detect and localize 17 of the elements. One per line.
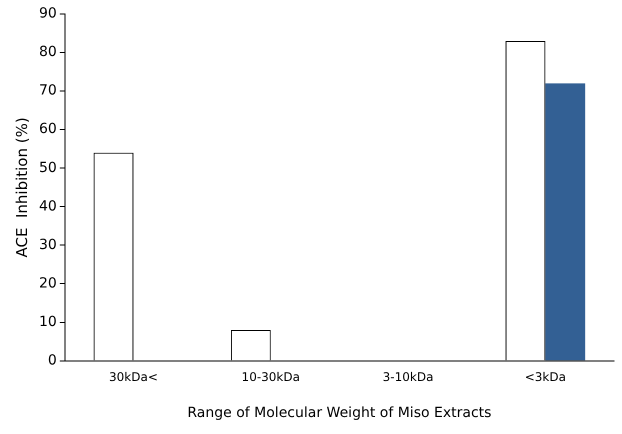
y-tick-label: 50 bbox=[38, 160, 57, 176]
x-tick-label: 3-10kDa bbox=[382, 370, 434, 384]
bar bbox=[545, 83, 586, 360]
y-tick-label: 10 bbox=[38, 314, 57, 330]
x-axis-title: Range of Molecular Weight of Miso Extracts bbox=[187, 405, 492, 422]
y-tick-label: 40 bbox=[38, 198, 57, 214]
y-axis-title: ACE Inhibition (%) bbox=[12, 117, 31, 258]
y-tick-label: 90 bbox=[38, 6, 57, 22]
y-tick-label: 80 bbox=[38, 44, 57, 60]
y-tick-label: 30 bbox=[38, 236, 57, 253]
x-tick-label: 30kDa< bbox=[109, 370, 158, 384]
x-tick-label: 10-30kDa bbox=[242, 370, 300, 384]
y-tick-label: 20 bbox=[38, 275, 57, 292]
y-tick-label: 70 bbox=[38, 82, 57, 99]
x-tick-label: <3kDa bbox=[524, 370, 566, 384]
y-tick-label: 60 bbox=[38, 121, 57, 138]
y-tick-label: 0 bbox=[48, 352, 57, 368]
